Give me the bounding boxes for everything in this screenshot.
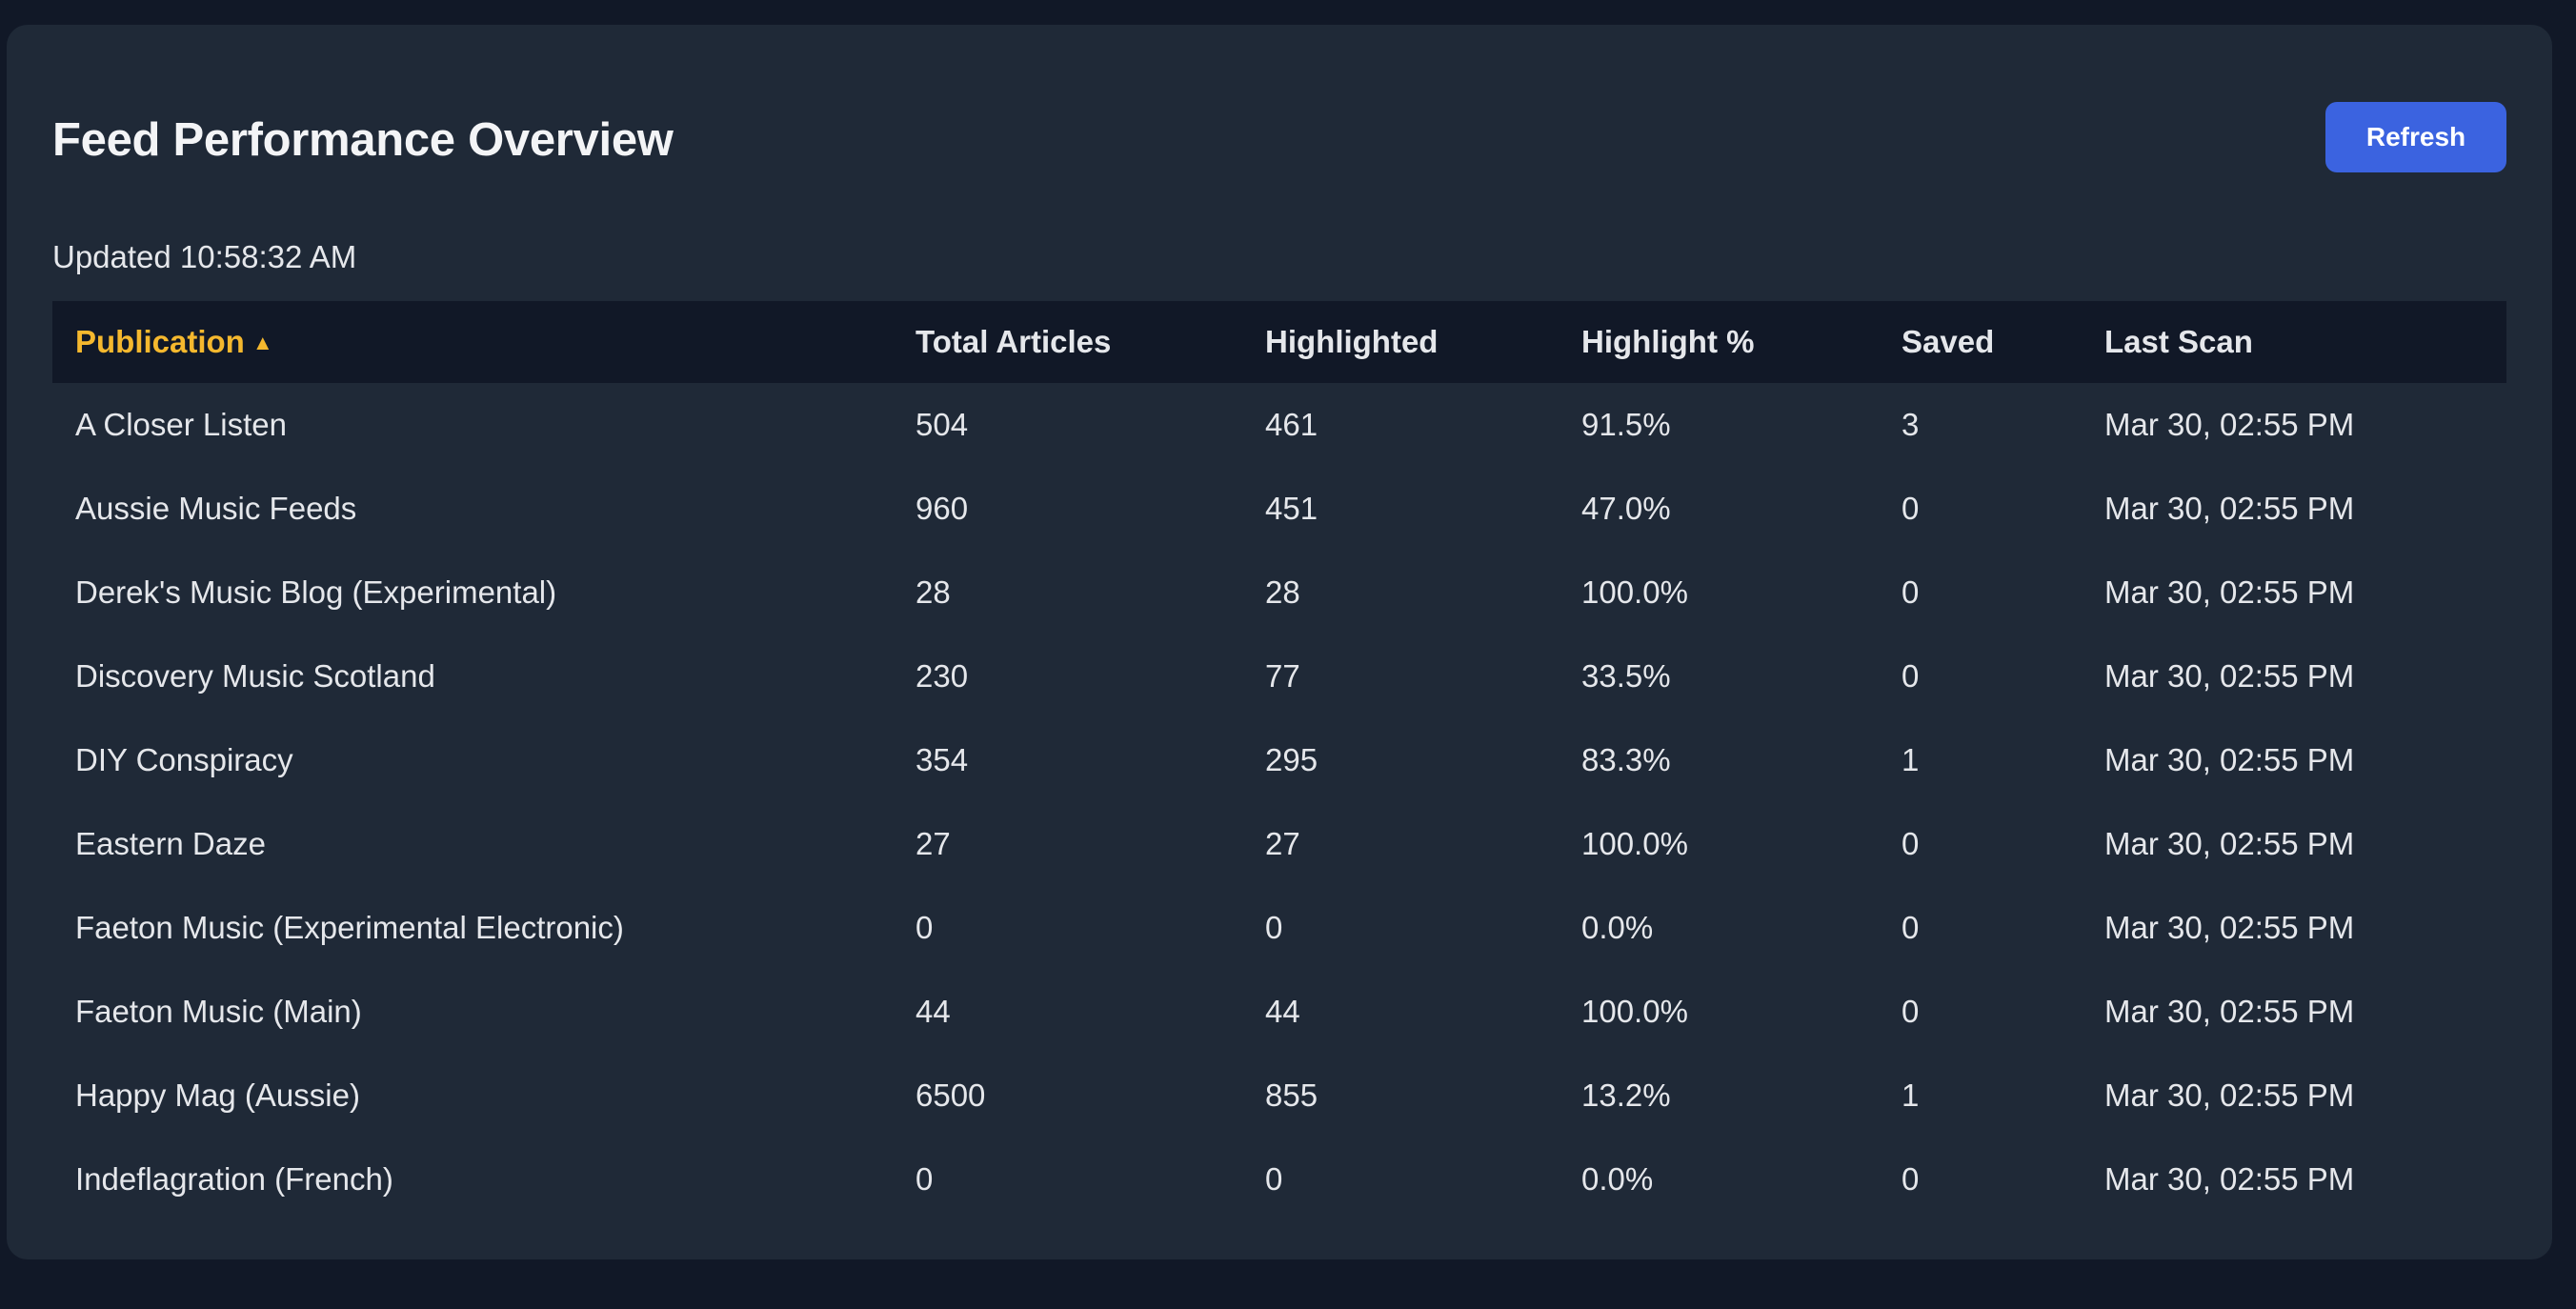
feed-table-container: Publication ▲ Total Articles Highlighted …	[52, 301, 2506, 1221]
column-header-publication[interactable]: Publication ▲	[52, 301, 893, 383]
cell-last-scan: Mar 30, 02:55 PM	[2104, 1077, 2355, 1113]
cell-last-scan: Mar 30, 02:55 PM	[2104, 1161, 2355, 1197]
cell-saved: 0	[1902, 658, 1920, 694]
column-header-label: Publication	[75, 324, 245, 359]
cell-last-scan: Mar 30, 02:55 PM	[2104, 994, 2355, 1029]
column-header-highlighted[interactable]: Highlighted	[1242, 301, 1559, 383]
cell-highlight-percent: 100.0%	[1581, 994, 1688, 1029]
column-header-saved[interactable]: Saved	[1879, 301, 2082, 383]
cell-last-scan: Mar 30, 02:55 PM	[2104, 826, 2355, 861]
cell-highlight-percent: 0.0%	[1581, 1161, 1654, 1197]
cell-highlighted: 77	[1265, 658, 1300, 694]
cell-highlighted: 0	[1265, 1161, 1283, 1197]
cell-total-articles: 28	[916, 574, 951, 610]
table-row[interactable]: Happy Mag (Aussie) 6500 855 13.2% 1 Mar 30, 0…	[52, 1054, 2506, 1138]
cell-highlighted: 295	[1265, 742, 1318, 777]
cell-publication: A Closer Listen	[75, 407, 287, 442]
cell-publication: Indeflagration (French)	[75, 1161, 393, 1197]
cell-saved: 0	[1902, 826, 1920, 861]
cell-highlighted: 461	[1265, 407, 1318, 442]
cell-total-articles: 960	[916, 491, 969, 526]
cell-total-articles: 6500	[916, 1077, 986, 1113]
cell-saved: 1	[1902, 1077, 1920, 1113]
updated-timestamp: Updated 10:58:32 AM	[52, 239, 357, 274]
cell-highlighted: 855	[1265, 1077, 1318, 1113]
table-row[interactable]: Discovery Music Scotland 230 77 33.5% 0 Mar 3…	[52, 634, 2506, 718]
cell-last-scan: Mar 30, 02:55 PM	[2104, 407, 2355, 442]
column-header-last-scan[interactable]: Last Scan	[2082, 301, 2506, 383]
cell-publication: Faeton Music (Experimental Electronic)	[75, 910, 624, 945]
cell-highlight-percent: 100.0%	[1581, 826, 1688, 861]
cell-total-articles: 0	[916, 910, 934, 945]
cell-saved: 0	[1902, 994, 1920, 1029]
table-row[interactable]: Faeton Music (Experimental Electronic) 0 0…	[52, 886, 2506, 970]
cell-highlighted: 451	[1265, 491, 1318, 526]
cell-last-scan: Mar 30, 02:55 PM	[2104, 910, 2355, 945]
cell-total-articles: 354	[916, 742, 969, 777]
column-header-highlight-percent[interactable]: Highlight %	[1559, 301, 1879, 383]
cell-highlight-percent: 13.2%	[1581, 1077, 1671, 1113]
table-row[interactable]: Indeflagration (French) 0 0 0.0% 0 Mar 30, 02…	[52, 1138, 2506, 1221]
table-row[interactable]: DIY Conspiracy 354 295 83.3% 1 Mar 30, 02:55 …	[52, 718, 2506, 802]
column-header-label: Highlight %	[1581, 324, 1755, 359]
column-header-total-articles[interactable]: Total Articles	[893, 301, 1242, 383]
cell-total-articles: 44	[916, 994, 951, 1029]
column-header-label: Saved	[1902, 324, 1995, 359]
cell-publication: Derek's Music Blog (Experimental)	[75, 574, 557, 610]
cell-highlight-percent: 100.0%	[1581, 574, 1688, 610]
table-header: Publication ▲ Total Articles Highlighted …	[52, 301, 2506, 383]
feed-table: Publication ▲ Total Articles Highlighted …	[52, 301, 2506, 1221]
column-header-label: Last Scan	[2104, 324, 2253, 359]
cell-saved: 3	[1902, 407, 1920, 442]
cell-publication: Discovery Music Scotland	[75, 658, 435, 694]
cell-saved: 1	[1902, 742, 1920, 777]
cell-highlight-percent: 47.0%	[1581, 491, 1671, 526]
table-header-row: Publication ▲ Total Articles Highlighted …	[52, 301, 2506, 383]
cell-publication: Faeton Music (Main)	[75, 994, 362, 1029]
cell-total-articles: 230	[916, 658, 969, 694]
cell-highlighted: 28	[1265, 574, 1300, 610]
cell-saved: 0	[1902, 491, 1920, 526]
table-row[interactable]: Eastern Daze 27 27 100.0% 0 Mar 30, 02:55 PM	[52, 802, 2506, 886]
cell-last-scan: Mar 30, 02:55 PM	[2104, 742, 2355, 777]
table-row[interactable]: Faeton Music (Main) 44 44 100.0% 0 Mar 30, 02…	[52, 970, 2506, 1054]
cell-total-articles: 0	[916, 1161, 934, 1197]
cell-last-scan: Mar 30, 02:55 PM	[2104, 491, 2355, 526]
feed-performance-card: Feed Performance Overview Refresh Update…	[7, 25, 2552, 1259]
cell-publication: DIY Conspiracy	[75, 742, 293, 777]
cell-highlighted: 27	[1265, 826, 1300, 861]
column-header-label: Total Articles	[916, 324, 1112, 359]
table-row[interactable]: Aussie Music Feeds 960 451 47.0% 0 Mar 30, 02…	[52, 467, 2506, 551]
cell-highlight-percent: 91.5%	[1581, 407, 1671, 442]
page-title: Feed Performance Overview	[52, 114, 674, 166]
cell-saved: 0	[1902, 574, 1920, 610]
cell-publication: Happy Mag (Aussie)	[75, 1077, 360, 1113]
cell-highlighted: 44	[1265, 994, 1300, 1029]
cell-publication: Eastern Daze	[75, 826, 266, 861]
triangle-up-icon: ▲	[252, 331, 273, 354]
table-row[interactable]: A Closer Listen 504 461 91.5% 3 Mar 30, 02:55…	[52, 383, 2506, 467]
table-body: A Closer Listen 504 461 91.5% 3 Mar 30, 02:55…	[52, 383, 2506, 1221]
cell-saved: 0	[1902, 1161, 1920, 1197]
table-row[interactable]: Derek's Music Blog (Experimental) 28 28 100…	[52, 551, 2506, 634]
cell-highlighted: 0	[1265, 910, 1283, 945]
cell-last-scan: Mar 30, 02:55 PM	[2104, 658, 2355, 694]
cell-total-articles: 27	[916, 826, 951, 861]
cell-highlight-percent: 83.3%	[1581, 742, 1671, 777]
cell-total-articles: 504	[916, 407, 969, 442]
cell-highlight-percent: 0.0%	[1581, 910, 1654, 945]
cell-highlight-percent: 33.5%	[1581, 658, 1671, 694]
refresh-button[interactable]: Refresh	[2325, 102, 2506, 172]
cell-saved: 0	[1902, 910, 1920, 945]
cell-last-scan: Mar 30, 02:55 PM	[2104, 574, 2355, 610]
cell-publication: Aussie Music Feeds	[75, 491, 357, 526]
column-header-label: Highlighted	[1265, 324, 1439, 359]
